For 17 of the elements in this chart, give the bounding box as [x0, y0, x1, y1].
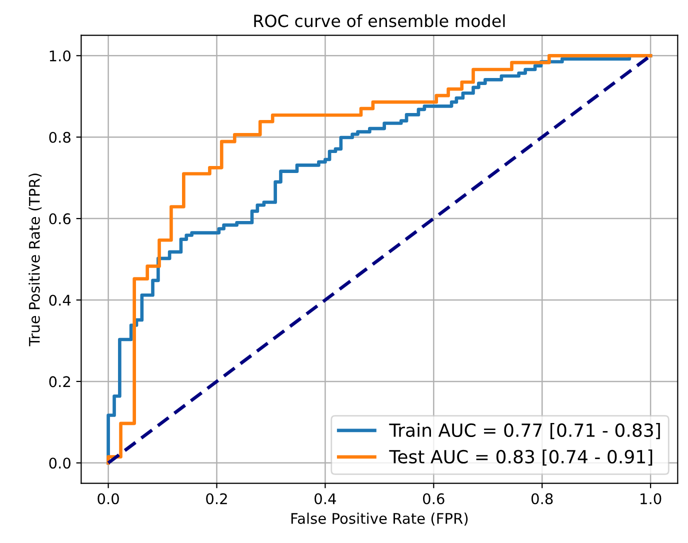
- legend-label: Train AUC = 0.77 [0.71 - 0.83]: [389, 423, 660, 440]
- y-tick-label: 0.4: [49, 294, 71, 306]
- x-tick-label: 0.0: [98, 493, 119, 504]
- x-tick-label: 0.2: [206, 493, 227, 504]
- y-tick-label: 0.0: [49, 458, 70, 469]
- y-axis-title: True Positive Rate (TPR): [28, 174, 42, 346]
- y-tick-label: 1.0: [50, 50, 70, 62]
- x-axis-title: False Positive Rate (FPR): [291, 512, 468, 526]
- x-tick-label: 0.8: [531, 493, 553, 504]
- x-tick-label: 0.6: [423, 493, 444, 504]
- y-tick-label: 0.6: [49, 213, 71, 224]
- y-tick-label: 0.2: [49, 376, 70, 388]
- legend-label: Test AUC = 0.83 [0.74 - 0.91]: [389, 450, 652, 466]
- y-tick-label: 0.8: [49, 132, 70, 143]
- chart-title: ROC curve of ensemble model: [254, 14, 505, 28]
- x-tick-label: 0.4: [314, 493, 336, 504]
- x-tick-label: 1.0: [640, 493, 662, 504]
